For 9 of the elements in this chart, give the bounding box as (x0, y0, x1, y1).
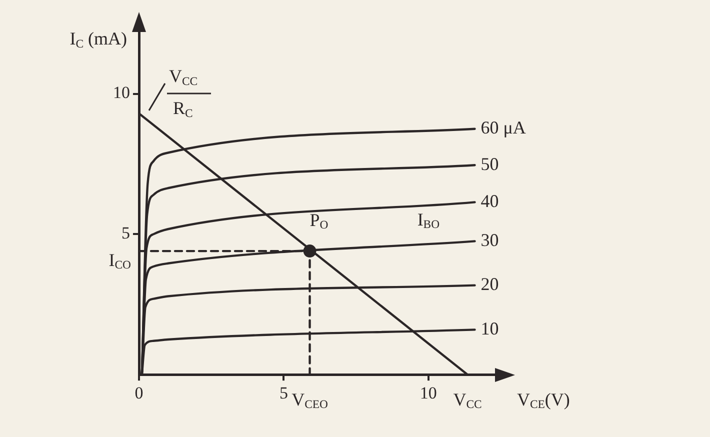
series-label: 30 (480, 230, 499, 250)
series-label: 20 (480, 274, 499, 294)
series-label: 10 (480, 318, 499, 338)
x-tick-label: 10 (420, 383, 437, 402)
series-label: 50 (480, 154, 499, 174)
series-label: 60 μA (480, 118, 526, 138)
x-tick-label: 0 (134, 383, 144, 402)
series-label: 40 (480, 190, 499, 211)
x-tick-label: 5 (279, 383, 288, 402)
